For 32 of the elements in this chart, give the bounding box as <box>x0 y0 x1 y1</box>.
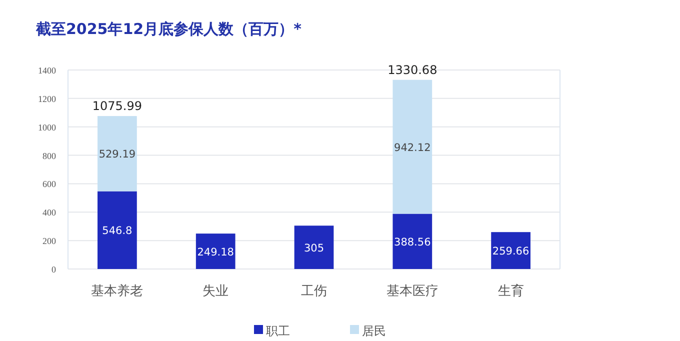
chart-title: 截至2025年12月底参保人数（百万）* <box>35 20 302 38</box>
bar <box>196 234 236 269</box>
data-label: 546.8 <box>102 225 132 238</box>
x-tick-label: 工伤 <box>301 284 327 299</box>
data-label: 942.12 <box>394 142 431 154</box>
y-tick-label: 1200 <box>38 94 56 104</box>
data-label: 249.18 <box>197 246 234 258</box>
x-tick-label: 失业 <box>202 284 229 299</box>
legend-label: 职工 <box>266 324 290 338</box>
data-label: 529.19 <box>98 148 136 161</box>
data-label: 388.56 <box>394 236 432 248</box>
data-label: 305 <box>304 242 324 254</box>
data-label: 259.66 <box>492 246 530 258</box>
y-tick-label: 1000 <box>38 122 56 132</box>
legend-label: 居民 <box>362 324 386 338</box>
bar <box>491 232 530 269</box>
bar <box>294 226 334 269</box>
x-tick-label: 生育 <box>498 283 524 299</box>
y-tick-label: 0 <box>52 264 56 274</box>
y-tick-label: 1400 <box>38 66 56 76</box>
x-tick-label: 基本养老 <box>91 283 144 299</box>
bar <box>392 80 432 214</box>
y-tick-label: 400 <box>42 208 56 218</box>
x-tick-label: 基本医疗 <box>386 284 438 299</box>
y-tick-label: 800 <box>42 150 56 161</box>
y-tick-label: 200 <box>42 236 56 246</box>
total-label: 1075.99 <box>92 99 142 114</box>
y-tick-label: 600 <box>42 179 56 190</box>
total-label: 1330.68 <box>388 62 438 77</box>
bar <box>98 191 137 269</box>
bar <box>98 116 137 192</box>
bar <box>392 214 432 269</box>
